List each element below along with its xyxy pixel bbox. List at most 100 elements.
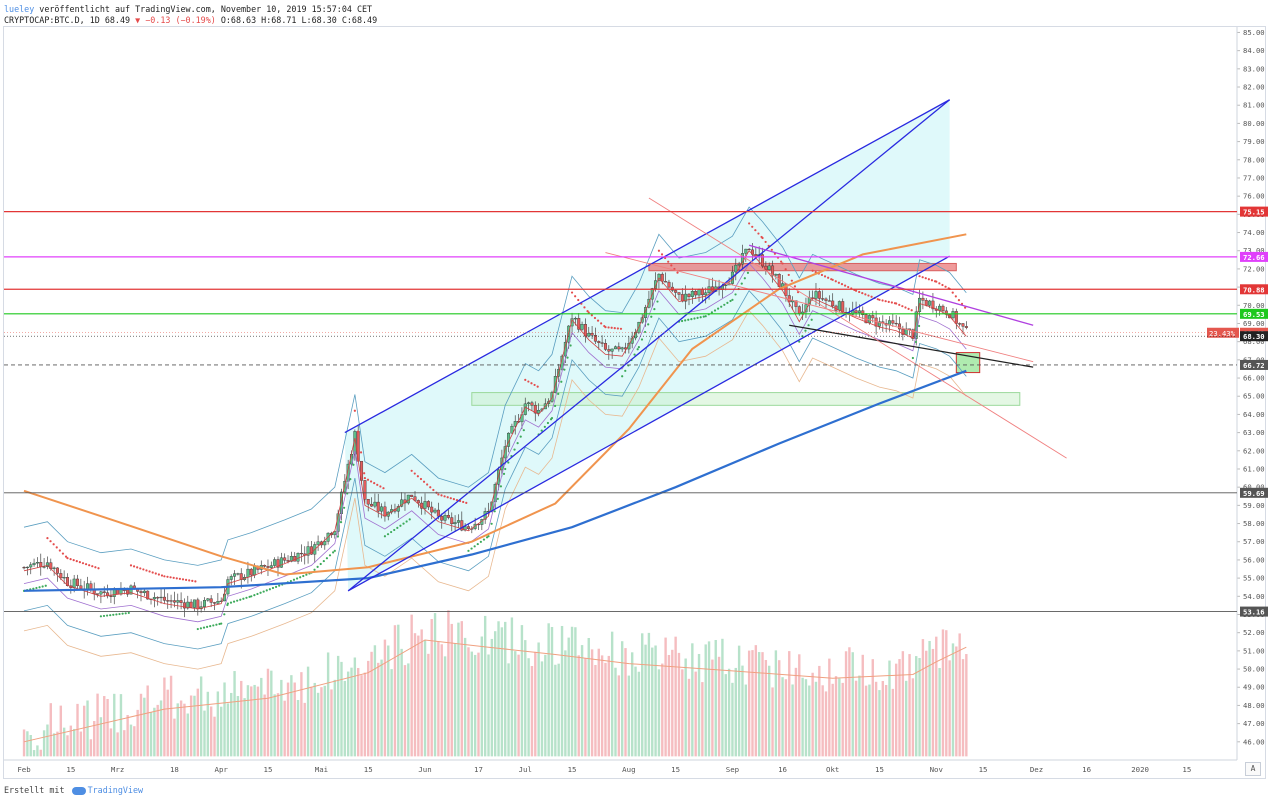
chart-frame[interactable]: [3, 26, 1266, 779]
sar-dot: [127, 611, 130, 615]
sar-dot: [710, 311, 714, 314]
sar-dot: [610, 326, 613, 329]
sar-dot: [938, 282, 941, 285]
candle: [196, 599, 200, 610]
volume-bar: [126, 715, 129, 757]
sar-dot: [78, 561, 81, 564]
y-tick-label: 67.00: [1243, 355, 1265, 364]
candle: [316, 541, 320, 545]
volume-bar: [209, 706, 213, 757]
sar-dot: [416, 475, 419, 478]
sar-dot: [232, 600, 236, 603]
volume-bar: [767, 665, 771, 757]
y-tick-label: 51.00: [1243, 646, 1265, 655]
sar-dot: [109, 614, 112, 617]
volume-bar: [367, 660, 370, 757]
volume-bar: [350, 667, 353, 757]
sar-dot: [32, 587, 35, 590]
sar-dot: [429, 486, 432, 489]
sar-dot: [473, 545, 476, 548]
volume-bar: [360, 675, 363, 757]
publisher-name[interactable]: lueley: [4, 4, 35, 14]
sar-dot: [206, 625, 209, 628]
candle: [894, 322, 898, 325]
candle: [152, 597, 156, 600]
sar-dot: [212, 624, 215, 627]
y-tick-label: 48.00: [1243, 701, 1265, 710]
sar-dot: [352, 463, 355, 466]
sar-dot: [693, 317, 696, 320]
auto-scale-button[interactable]: A: [1245, 762, 1261, 776]
volume-bar: [891, 688, 895, 757]
sar-dot: [115, 613, 118, 616]
candle: [263, 565, 267, 567]
level-label: 53.16: [1243, 608, 1265, 617]
y-tick-label: 85.00: [1243, 28, 1265, 37]
candle: [253, 566, 257, 576]
candle: [22, 567, 26, 569]
sar-dot: [820, 273, 824, 277]
candle: [867, 315, 871, 324]
candle: [704, 292, 708, 296]
sar-dot: [901, 305, 904, 308]
candle: [537, 409, 541, 414]
volume-bar: [771, 687, 774, 757]
volume-bar: [433, 613, 437, 757]
volume-bar: [841, 682, 844, 757]
volume-bar: [99, 717, 103, 757]
volume-bar: [403, 665, 407, 757]
volume-bar: [951, 643, 955, 757]
sar-dot: [624, 369, 627, 372]
volume-bar: [383, 639, 387, 757]
volume-bar: [59, 705, 63, 757]
volume-bar: [737, 645, 741, 757]
sar-dot: [787, 273, 790, 277]
y-tick-label: 66.00: [1243, 374, 1265, 383]
sar-dot: [810, 318, 813, 321]
candle: [406, 494, 410, 504]
candle: [587, 333, 591, 337]
volume-bar: [163, 677, 166, 757]
volume-bar: [874, 681, 878, 757]
sar-dot: [61, 552, 65, 555]
y-tick-label: 60.00: [1243, 483, 1265, 492]
volume-bar: [925, 650, 928, 757]
volume-bar: [627, 675, 631, 757]
sar-dot: [637, 346, 640, 349]
x-tick-label: 16: [1082, 765, 1091, 774]
sar-dot: [69, 558, 72, 561]
sar-dot: [265, 589, 268, 592]
volume-bar: [69, 725, 73, 757]
candle: [426, 501, 430, 508]
volume-bar: [270, 670, 273, 757]
volume-bar: [36, 745, 39, 757]
sar-dot: [684, 319, 687, 322]
candle: [460, 520, 464, 531]
sar-dot: [680, 319, 684, 323]
y-tick-label: 46.00: [1243, 737, 1265, 746]
channel-lower-line: [347, 99, 951, 592]
candle: [72, 578, 76, 588]
volume-bar: [276, 693, 280, 757]
sar-dot: [696, 316, 699, 319]
candle: [871, 315, 875, 319]
candle: [189, 601, 193, 608]
percent-tag: [1207, 327, 1239, 338]
volume-bar: [851, 652, 854, 757]
tradingview-brand[interactable]: TradingView: [87, 785, 144, 795]
volume-bar: [283, 700, 286, 757]
percent-tag-label: 23.43%: [1209, 329, 1236, 338]
y-tick-label: 47.00: [1243, 719, 1265, 728]
volume-bar: [941, 629, 945, 757]
y-tick-label: 50.00: [1243, 665, 1265, 674]
sar-dot: [954, 295, 957, 298]
candle: [246, 568, 250, 578]
volume-bar: [818, 665, 821, 757]
sar-dot: [184, 578, 188, 581]
volume-bar: [871, 659, 874, 757]
sar-dot: [770, 248, 773, 251]
volume-bar: [32, 750, 36, 757]
candle: [513, 421, 517, 427]
candle: [186, 601, 190, 609]
